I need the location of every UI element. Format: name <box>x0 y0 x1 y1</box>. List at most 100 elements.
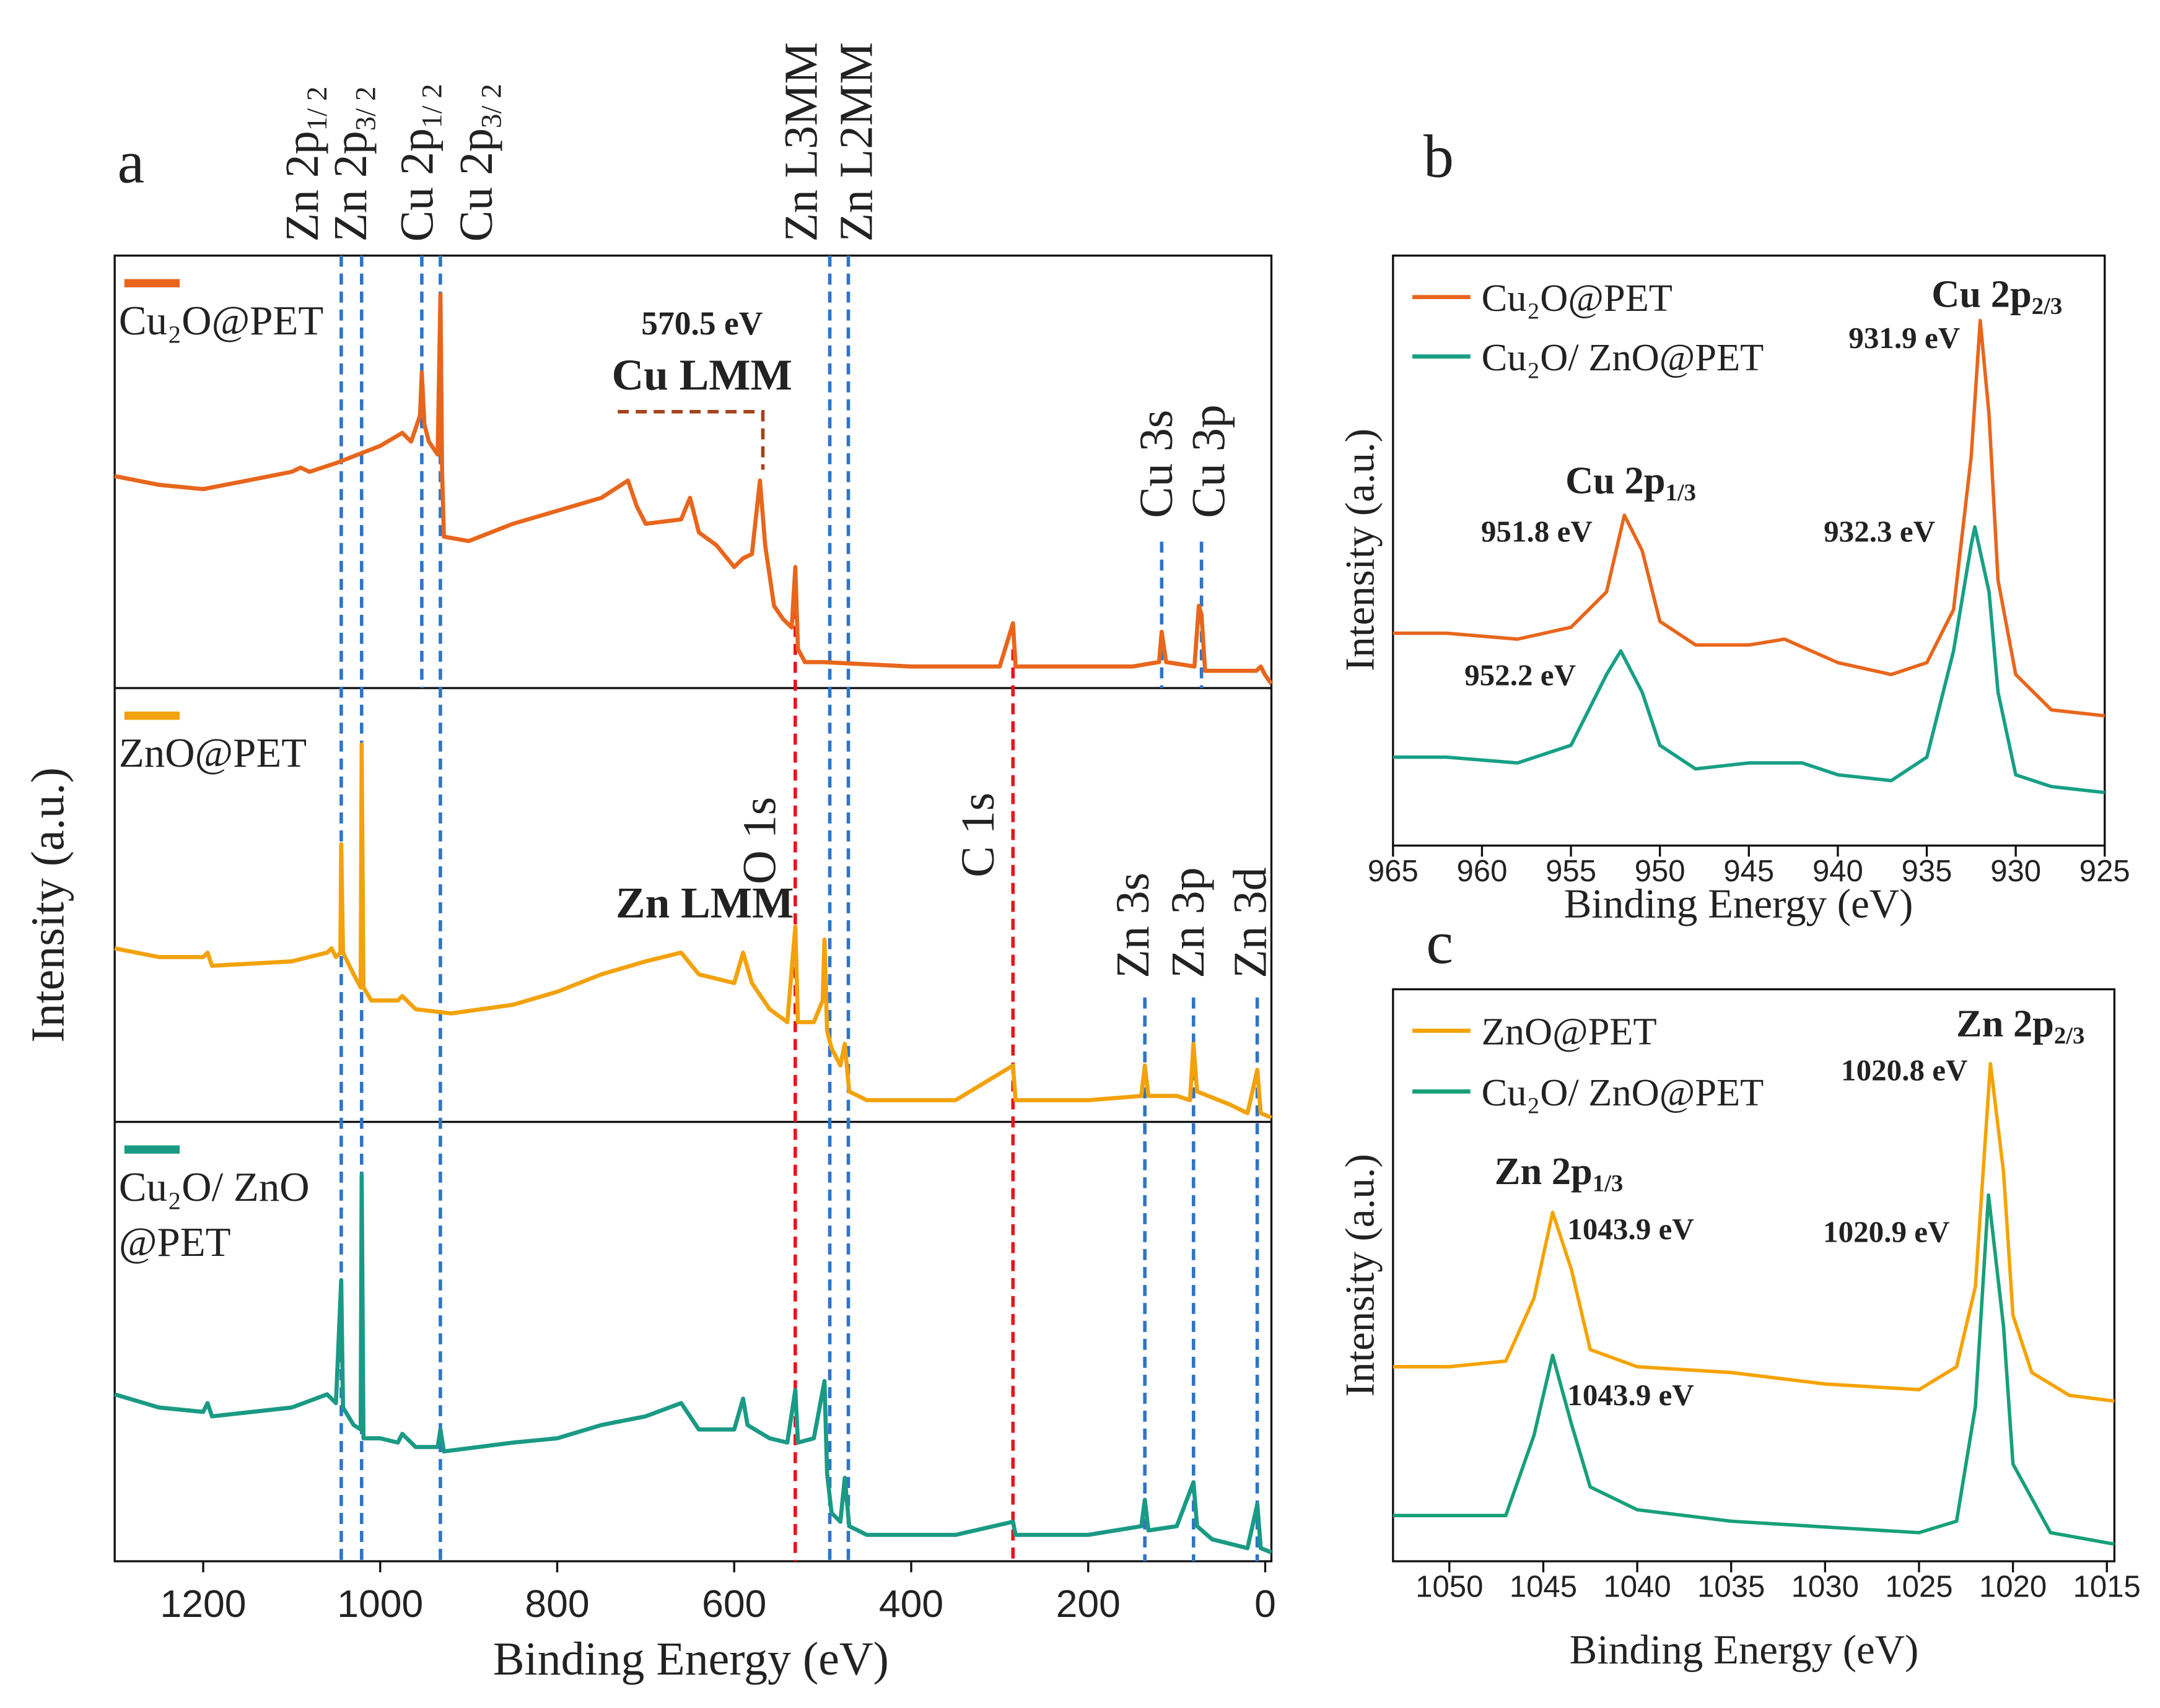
x-tick-label: 1050 <box>1415 1571 1483 1604</box>
x-tick-label: 0 <box>1254 1582 1276 1626</box>
peak-label: Zn 3d <box>1225 868 1277 978</box>
annotation: 1043.9 eV <box>1567 1378 1694 1412</box>
legend-label: Cu₂O/ ZnO@PET <box>1482 1071 1764 1114</box>
annotation: 1043.9 eV <box>1567 1212 1694 1246</box>
annotation-text: 951.8 eV <box>1481 515 1593 549</box>
peak-label-text: Zn 2p <box>276 131 328 242</box>
y-axis-title: Intensity (a.u.) <box>1337 429 1383 671</box>
annotation-text: 1043.9 eV <box>1567 1212 1694 1246</box>
peak-label: Cu 3p <box>1183 404 1235 518</box>
x-tick-label: 600 <box>702 1582 766 1626</box>
peak-label: C 1s <box>952 793 1004 878</box>
peak-label-sub: 1/ 2 <box>416 84 448 128</box>
annotation-sub: 1/3 <box>1666 479 1696 506</box>
legend-box: Cu₂O/ ZnO @PET <box>118 1164 310 1266</box>
annotation-text: Cu 2p <box>1565 458 1665 502</box>
annotation-sub: 1/3 <box>1593 1170 1623 1197</box>
x-tick-label: 1020 <box>1979 1571 2047 1604</box>
x-tick-label: 930 <box>1990 855 2041 888</box>
spectrum-line <box>1393 1193 2115 1546</box>
spectrum-line <box>1393 318 2105 718</box>
x-axis-title: Binding Energy (eV) <box>1570 1627 1919 1673</box>
annotation: Cu 2p1/3 <box>1565 458 1696 506</box>
x-tick-label: 1025 <box>1885 1571 1952 1604</box>
x-tick-label: 940 <box>1812 855 1863 888</box>
plot-frame <box>113 255 1273 1562</box>
x-tick-label: 945 <box>1723 855 1774 888</box>
annotation: 1020.8 eV <box>1841 1053 1967 1087</box>
annotation: Cu LMM <box>612 351 792 399</box>
annotation: Cu 2p2/3 <box>1931 272 2062 320</box>
annotation-text: Cu 2p <box>1931 272 2031 315</box>
y-axis-title: Intensity (a.u.) <box>1337 1154 1383 1396</box>
peak-label: O 1s <box>734 797 786 884</box>
annotation-text: Zn 2p <box>1495 1149 1593 1193</box>
x-tick-label: 960 <box>1456 855 1507 888</box>
panel-letter: c <box>1426 910 1453 977</box>
annotation-text: Zn 2p <box>1956 1001 2054 1045</box>
spectrum-line <box>1393 525 2105 795</box>
annotation: 1020.9 eV <box>1823 1215 1949 1249</box>
spectrum-line <box>1393 1061 2115 1403</box>
peak-label-text: Zn 3d <box>1225 868 1277 978</box>
peak-label: Cu 3s <box>1130 410 1183 518</box>
x-tick-label: 1015 <box>2073 1571 2141 1604</box>
peak-label-sub: 1/ 2 <box>301 87 333 131</box>
legend-label: Cu₂O/ ZnO @PET <box>118 1164 310 1266</box>
x-tick-label: 935 <box>1902 855 1952 888</box>
legend-box: ZnO@PET <box>118 731 307 777</box>
annotation-text: Cu LMM <box>612 351 792 399</box>
annotation: Zn 2p2/3 <box>1956 1001 2084 1049</box>
annotation: Zn LMM <box>616 878 794 927</box>
annotation-sub: 2/3 <box>2032 293 2062 320</box>
spectrum-line <box>114 1172 1272 1554</box>
x-tick-label: 800 <box>525 1582 589 1626</box>
x-tick-label: 950 <box>1635 855 1686 888</box>
annotation: 951.8 eV <box>1481 515 1593 549</box>
annotation-text: 570.5 eV <box>641 305 763 342</box>
peak-label-text: Cu 3s <box>1130 410 1183 518</box>
x-tick-label: 925 <box>2079 855 2130 888</box>
legend-label: ZnO@PET <box>118 731 307 777</box>
annotation-text: 1020.9 eV <box>1823 1215 1949 1249</box>
x-tick-label: 1045 <box>1510 1571 1577 1604</box>
x-tick-label: 1200 <box>160 1582 247 1626</box>
peak-label-text: Cu 2p <box>450 128 502 242</box>
peak-label-sub: 3/ 2 <box>475 84 507 128</box>
cu-lmm-bracket <box>618 410 765 470</box>
x-tick-label: 1000 <box>337 1582 423 1626</box>
y-axis-title: Intensity (a.u.) <box>22 767 74 1042</box>
peak-label-text: Zn L2MM <box>831 42 883 242</box>
plot-frame <box>1392 988 2116 1562</box>
annotation: 952.2 eV <box>1464 658 1576 692</box>
x-tick-label: 1035 <box>1697 1571 1765 1604</box>
legend-label: Cu₂O@PET <box>1482 276 1672 320</box>
legend-label: Cu₂O/ ZnO@PET <box>1482 336 1764 379</box>
annotation: 932.3 eV <box>1824 515 1935 549</box>
panel-letter: a <box>118 129 145 196</box>
annotation: 570.5 eV <box>641 305 763 342</box>
peak-label: Zn 3s <box>1107 873 1159 978</box>
x-tick-label: 1040 <box>1603 1571 1671 1604</box>
peak-label: Zn 2p3/ 2 <box>325 87 382 242</box>
panel-letter: b <box>1423 124 1454 191</box>
peak-label-text: C 1s <box>952 793 1004 878</box>
peak-label: Zn L3MM <box>776 42 828 242</box>
peak-label: Zn 2p1/ 2 <box>276 87 333 242</box>
x-tick-label: 965 <box>1368 855 1419 888</box>
peak-label-text: Cu 3p <box>1183 404 1235 518</box>
peak-label-text: Zn 3p <box>1162 868 1214 978</box>
peak-label: Cu 2p1/ 2 <box>391 84 448 242</box>
annotation-text: 1020.8 eV <box>1841 1053 1967 1087</box>
peak-label-text: Zn 3s <box>1107 873 1159 978</box>
annotation-text: 931.9 eV <box>1848 321 1960 355</box>
peak-label-sub: 3/ 2 <box>349 87 382 131</box>
legend-label: Cu₂O@PET <box>118 298 324 344</box>
peak-label: Cu 2p3/ 2 <box>450 84 507 242</box>
peak-label: Zn L2MM <box>831 42 883 242</box>
x-tick-label: 955 <box>1546 855 1596 888</box>
peak-label-text: O 1s <box>734 797 786 884</box>
legend-label: ZnO@PET <box>1482 1010 1657 1053</box>
